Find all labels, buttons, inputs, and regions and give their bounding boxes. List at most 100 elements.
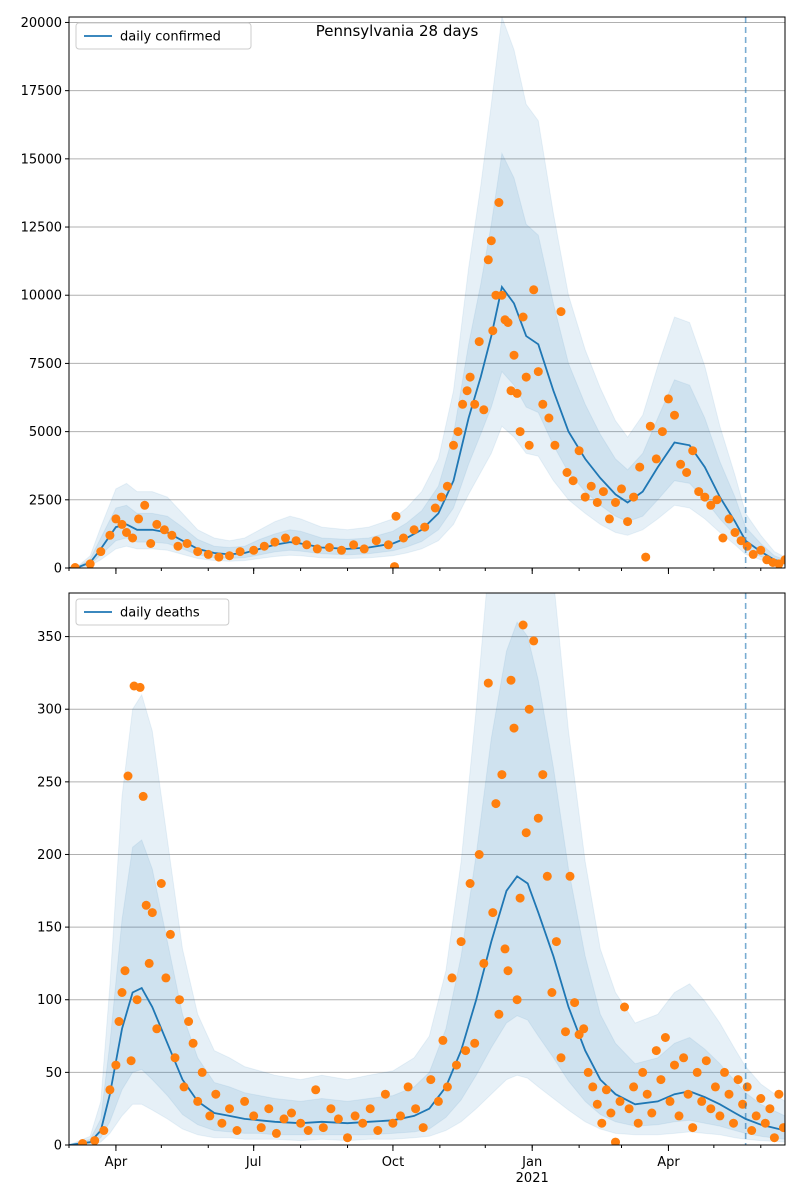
data-point bbox=[205, 1111, 215, 1121]
data-point bbox=[465, 372, 475, 382]
data-point bbox=[551, 937, 561, 947]
axes-frame bbox=[68, 592, 786, 1146]
data-point bbox=[494, 198, 504, 207]
data-point bbox=[724, 1089, 734, 1099]
data-point bbox=[470, 399, 480, 409]
data-point bbox=[447, 973, 457, 983]
data-point bbox=[780, 555, 785, 565]
data-point bbox=[391, 511, 401, 521]
y-tick-label: 50 bbox=[45, 1066, 62, 1081]
data-point bbox=[399, 533, 408, 543]
data-point bbox=[479, 405, 489, 415]
data-point bbox=[175, 995, 184, 1005]
data-point bbox=[688, 1123, 698, 1133]
data-point bbox=[350, 1111, 360, 1121]
data-point bbox=[620, 1002, 629, 1012]
y-tick-label: 10000 bbox=[21, 289, 62, 304]
data-point bbox=[491, 799, 501, 809]
data-point bbox=[324, 543, 334, 552]
data-point bbox=[756, 1094, 766, 1103]
data-point bbox=[633, 1118, 643, 1128]
data-point bbox=[271, 1128, 281, 1138]
data-point bbox=[629, 1082, 639, 1092]
data-point bbox=[697, 1096, 707, 1106]
data-point bbox=[583, 1067, 593, 1077]
data-point bbox=[111, 1060, 121, 1070]
data-point bbox=[494, 1009, 504, 1019]
data-point bbox=[748, 549, 758, 559]
data-point bbox=[418, 1123, 428, 1133]
data-point bbox=[105, 530, 115, 540]
data-point bbox=[706, 1104, 716, 1114]
data-point bbox=[409, 525, 419, 535]
y-tick-label: 0 bbox=[54, 562, 62, 577]
data-point bbox=[193, 547, 203, 557]
data-point bbox=[359, 544, 369, 554]
confidence-band-outer bbox=[69, 593, 785, 1145]
data-point bbox=[774, 1089, 784, 1099]
y-tick-label: 2500 bbox=[29, 493, 62, 508]
data-point bbox=[515, 427, 525, 437]
data-point bbox=[117, 519, 127, 529]
data-point bbox=[715, 1111, 725, 1121]
data-point bbox=[105, 1085, 115, 1095]
data-point bbox=[146, 539, 156, 548]
data-point bbox=[390, 562, 399, 568]
data-point bbox=[533, 367, 543, 377]
data-point bbox=[117, 988, 127, 997]
data-point bbox=[147, 908, 157, 918]
data-point bbox=[225, 551, 234, 561]
data-point bbox=[724, 514, 734, 524]
y-tick-label: 17500 bbox=[21, 84, 62, 99]
data-point bbox=[544, 413, 554, 423]
data-point bbox=[479, 958, 489, 968]
data-point bbox=[152, 1024, 162, 1034]
data-point bbox=[188, 1038, 198, 1048]
data-point bbox=[456, 937, 466, 947]
data-point bbox=[556, 1053, 566, 1063]
data-point bbox=[420, 522, 430, 532]
data-point bbox=[756, 545, 766, 555]
x-year-label: 2021 bbox=[516, 1171, 549, 1186]
data-point bbox=[736, 536, 746, 546]
data-point bbox=[509, 723, 519, 733]
data-point bbox=[521, 372, 531, 382]
data-point bbox=[663, 394, 673, 404]
data-point bbox=[167, 530, 177, 540]
data-point bbox=[779, 1123, 785, 1133]
data-point bbox=[318, 1123, 328, 1133]
data-point bbox=[760, 1118, 770, 1128]
data-point bbox=[240, 1096, 250, 1106]
data-point bbox=[349, 540, 359, 550]
data-point bbox=[670, 1060, 679, 1070]
data-point bbox=[568, 476, 578, 486]
data-point bbox=[302, 540, 312, 550]
y-tick-label: 100 bbox=[37, 993, 62, 1008]
confidence-band-inner bbox=[69, 151, 785, 568]
data-point bbox=[682, 468, 692, 477]
data-point bbox=[683, 1089, 693, 1099]
data-point bbox=[179, 1082, 189, 1092]
data-point bbox=[343, 1133, 352, 1143]
data-point bbox=[232, 1126, 242, 1135]
data-point bbox=[173, 541, 183, 551]
data-point bbox=[488, 326, 498, 336]
data-point bbox=[249, 545, 259, 555]
data-point bbox=[674, 1111, 684, 1121]
data-point bbox=[312, 544, 322, 554]
data-point bbox=[474, 337, 484, 347]
data-point bbox=[264, 1104, 274, 1114]
data-point bbox=[729, 1118, 738, 1128]
data-point bbox=[710, 1082, 720, 1092]
data-point bbox=[132, 995, 142, 1005]
data-point bbox=[311, 1085, 321, 1095]
data-point bbox=[388, 1118, 398, 1128]
data-point bbox=[474, 850, 484, 859]
data-point bbox=[303, 1126, 313, 1135]
data-point bbox=[161, 973, 171, 983]
data-point bbox=[249, 1111, 259, 1121]
data-point bbox=[730, 528, 740, 537]
x-tick-label: Apr bbox=[105, 1155, 128, 1170]
data-point bbox=[611, 498, 620, 507]
data-point bbox=[547, 988, 557, 997]
